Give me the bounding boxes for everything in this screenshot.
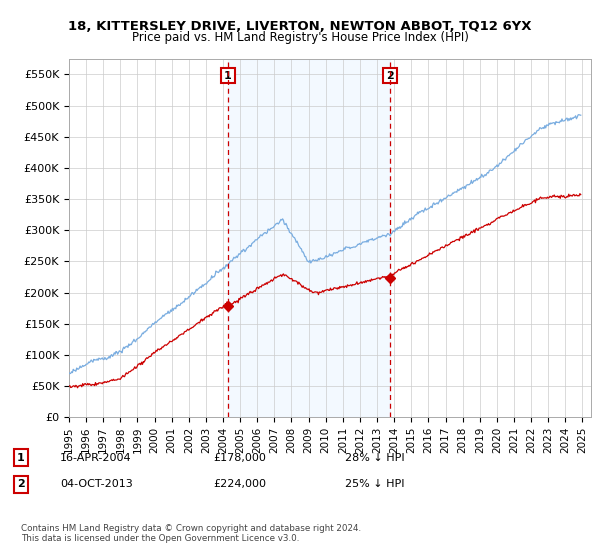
- Text: 2: 2: [386, 71, 394, 81]
- Text: 1: 1: [224, 71, 232, 81]
- Text: 04-OCT-2013: 04-OCT-2013: [60, 479, 133, 489]
- Text: £178,000: £178,000: [213, 452, 266, 463]
- Text: £224,000: £224,000: [213, 479, 266, 489]
- Text: Price paid vs. HM Land Registry's House Price Index (HPI): Price paid vs. HM Land Registry's House …: [131, 31, 469, 44]
- Text: 1: 1: [17, 452, 25, 463]
- Bar: [228, 59, 390, 417]
- Text: 28% ↓ HPI: 28% ↓ HPI: [345, 452, 404, 463]
- Text: 2: 2: [17, 479, 25, 489]
- Text: 18, KITTERSLEY DRIVE, LIVERTON, NEWTON ABBOT, TQ12 6YX: 18, KITTERSLEY DRIVE, LIVERTON, NEWTON A…: [68, 20, 532, 32]
- Text: Contains HM Land Registry data © Crown copyright and database right 2024.
This d: Contains HM Land Registry data © Crown c…: [21, 524, 361, 543]
- Text: 16-APR-2004: 16-APR-2004: [60, 452, 131, 463]
- Text: 25% ↓ HPI: 25% ↓ HPI: [345, 479, 404, 489]
